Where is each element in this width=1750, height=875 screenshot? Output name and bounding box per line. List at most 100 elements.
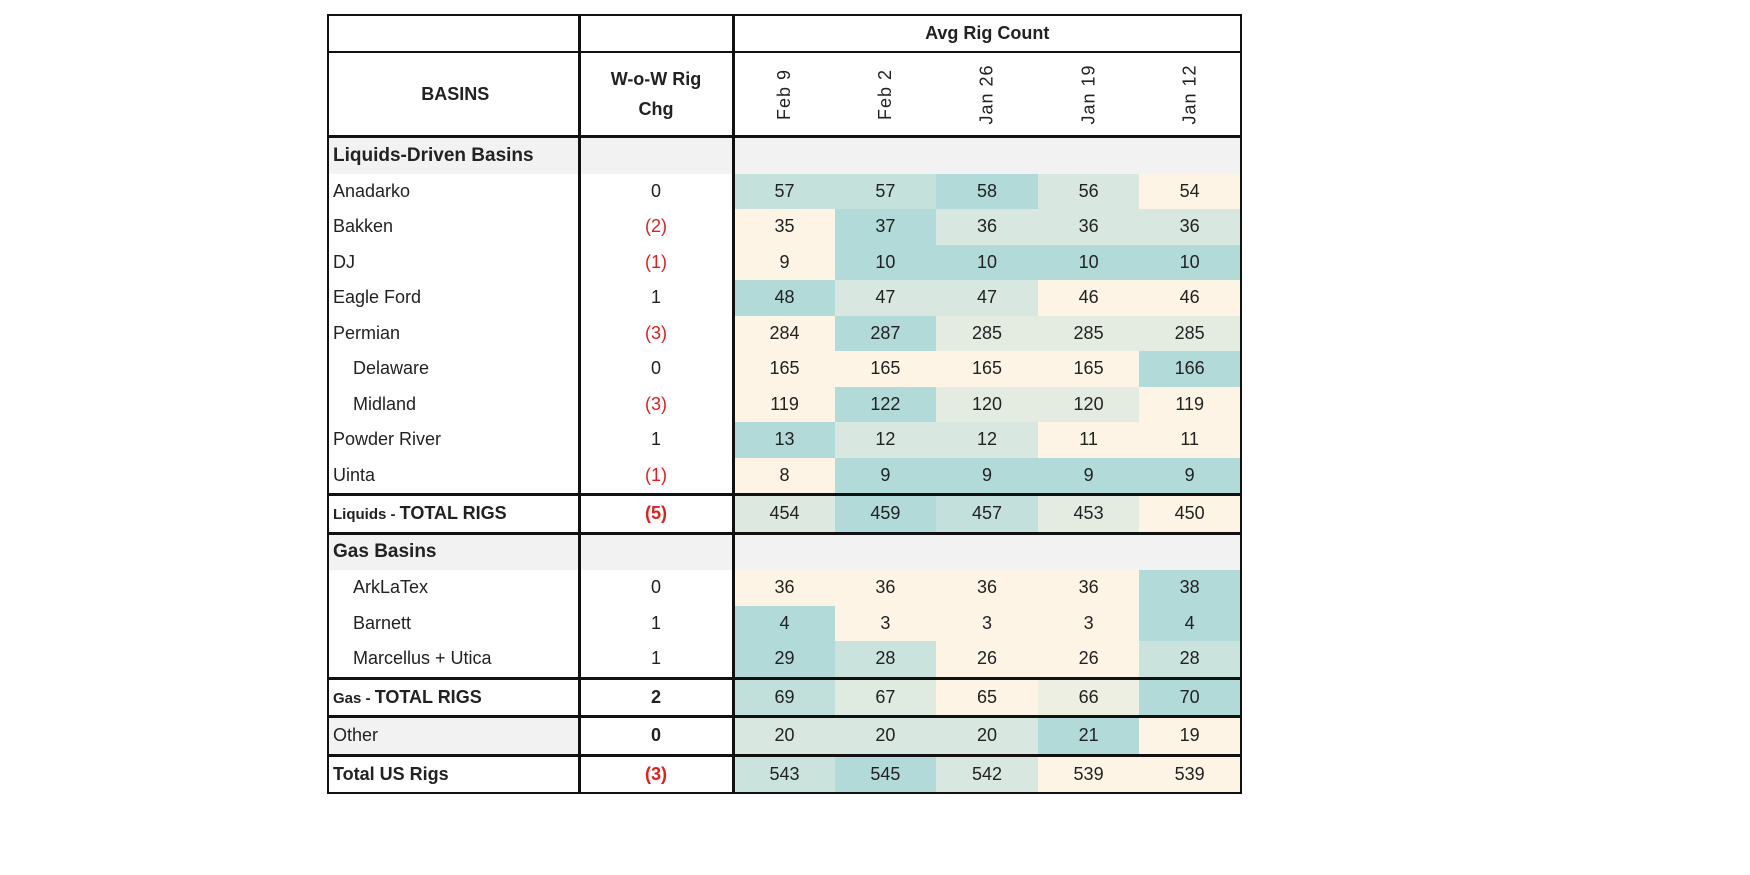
rig-count-cell: 12 <box>936 422 1038 458</box>
table-row: Anadarko 0 57 57 58 56 54 <box>327 173 1242 209</box>
rig-count-cell: 287 <box>834 315 937 351</box>
wow-change: 2 <box>579 676 735 718</box>
date-label: Feb 2 <box>874 68 895 120</box>
rig-count-cell: 20 <box>834 716 937 755</box>
rig-count-cell: 9 <box>733 244 835 280</box>
rig-count-cell: 66 <box>1037 676 1140 718</box>
rig-count-cell: 36 <box>1037 209 1140 245</box>
rig-count-cell: 10 <box>936 244 1038 280</box>
table-row: Powder River 1 13 12 12 11 11 <box>327 422 1242 458</box>
rig-count-cell: 38 <box>1139 570 1242 606</box>
rig-count-cell: 28 <box>1139 641 1242 678</box>
basin-name: Barnett <box>327 605 581 641</box>
table-row: Bakken (2) 35 37 36 36 36 <box>327 209 1242 245</box>
rig-count-cell: 12 <box>834 422 937 458</box>
rig-count-cell: 165 <box>834 351 937 387</box>
rig-count-cell: 543 <box>733 753 835 794</box>
rig-count-cell: 542 <box>936 753 1038 794</box>
table-row: Permian (3) 284 287 285 285 285 <box>327 315 1242 351</box>
rig-count-cell: 120 <box>936 386 1038 422</box>
rig-count-cell: 46 <box>1139 280 1242 316</box>
rig-count-cell: 19 <box>1139 716 1242 755</box>
rig-count-cell: 35 <box>733 209 835 245</box>
total-prefix: Gas - <box>333 689 375 707</box>
rig-count-cell: 54 <box>1139 173 1242 209</box>
rig-count-cell: 285 <box>1139 315 1242 351</box>
section-chg-blank <box>579 136 735 174</box>
rig-count-cell: 9 <box>1139 457 1242 495</box>
rig-count-cell: 450 <box>1139 493 1242 535</box>
section-label: Gas Basins <box>327 533 581 570</box>
date-label: Jan 26 <box>976 63 997 125</box>
basin-label: Powder River <box>333 429 442 450</box>
date-label: Jan 12 <box>1179 63 1200 125</box>
basins-header: BASINS <box>327 52 581 138</box>
header-row-group: Avg Rig Count <box>327 14 1242 53</box>
table-row: Marcellus + Utica 1 29 28 26 26 28 <box>327 641 1242 678</box>
rig-count-cell: 70 <box>1139 676 1242 718</box>
wow-change: (2) <box>579 209 735 245</box>
basin-name: Bakken <box>327 209 581 245</box>
header-row: BASINS W-o-W Rig Chg Feb 9 Feb 2 Jan 26 J… <box>327 52 1242 138</box>
header-blank <box>579 14 735 53</box>
header-blank <box>327 14 581 53</box>
table-row: Uinta (1) 8 9 9 9 9 <box>327 457 1242 495</box>
rig-count-cell: 28 <box>834 641 937 678</box>
rig-count-cell: 21 <box>1037 716 1140 755</box>
rig-count-cell: 13 <box>733 422 835 458</box>
date-header: Jan 12 <box>1139 52 1242 138</box>
basin-name: Permian <box>327 315 581 351</box>
table-row: ArkLaTex 0 36 36 36 36 38 <box>327 570 1242 606</box>
date-header: Jan 19 <box>1037 52 1140 138</box>
section-data-blank <box>733 136 1242 174</box>
wow-change: 1 <box>579 641 735 678</box>
rig-count-cell: 122 <box>834 386 937 422</box>
rig-count-cell: 4 <box>733 605 835 641</box>
basin-name: Powder River <box>327 422 581 458</box>
wow-change: (3) <box>579 386 735 422</box>
rig-count-cell: 36 <box>1037 570 1140 606</box>
rig-count-cell: 9 <box>1037 457 1140 495</box>
rig-count-cell: 57 <box>733 173 835 209</box>
basin-name: ArkLaTex <box>327 570 581 606</box>
wow-change: 0 <box>579 173 735 209</box>
rig-count-cell: 285 <box>936 315 1038 351</box>
date-header: Feb 9 <box>733 52 835 138</box>
chg-header-line2: Chg <box>638 99 674 119</box>
chg-header-line1: W-o-W Rig <box>610 69 702 89</box>
date-label: Jan 19 <box>1078 63 1099 125</box>
rig-count-cell: 26 <box>936 641 1038 678</box>
rig-count-cell: 165 <box>1037 351 1140 387</box>
rig-count-cell: 120 <box>1037 386 1140 422</box>
wow-change: 0 <box>579 351 735 387</box>
rig-count-cell: 284 <box>733 315 835 351</box>
basin-label: Barnett <box>353 612 412 633</box>
rig-count-cell: 119 <box>1139 386 1242 422</box>
table-row: Barnett 1 4 3 3 3 4 <box>327 605 1242 641</box>
rig-count-cell: 58 <box>936 173 1038 209</box>
section-label: Liquids-Driven Basins <box>327 136 581 174</box>
rig-count-cell: 20 <box>936 716 1038 755</box>
rig-count-cell: 3 <box>1037 605 1140 641</box>
table-row: Other 0 20 20 20 21 19 <box>327 716 1242 755</box>
total-row: Total US Rigs (3) 543 545 542 539 539 <box>327 753 1242 794</box>
rig-count-cell: 454 <box>733 493 835 535</box>
basin-label: DJ <box>333 251 355 272</box>
basin-label: Bakken <box>333 216 394 237</box>
basin-label: Delaware <box>353 358 430 379</box>
basin-label: Anadarko <box>333 180 411 201</box>
rig-count-cell: 20 <box>733 716 835 755</box>
rig-count-cell: 11 <box>1139 422 1242 458</box>
date-label: Feb 9 <box>774 68 795 120</box>
rig-count-cell: 9 <box>936 457 1038 495</box>
basin-name: Eagle Ford <box>327 280 581 316</box>
rig-count-cell: 545 <box>834 753 937 794</box>
rig-count-cell: 37 <box>834 209 937 245</box>
table-row: Midland (3) 119 122 120 120 119 <box>327 386 1242 422</box>
rig-count-cell: 36 <box>1139 209 1242 245</box>
table-row: Eagle Ford 1 48 47 47 46 46 <box>327 280 1242 316</box>
rig-count-cell: 36 <box>936 209 1038 245</box>
wow-change: (1) <box>579 457 735 495</box>
date-header: Feb 2 <box>834 52 937 138</box>
date-header: Jan 26 <box>936 52 1038 138</box>
